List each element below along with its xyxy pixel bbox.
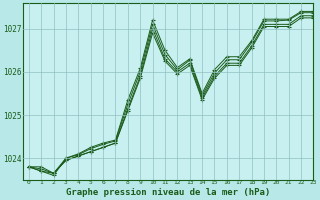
X-axis label: Graphe pression niveau de la mer (hPa): Graphe pression niveau de la mer (hPa)	[66, 188, 270, 197]
